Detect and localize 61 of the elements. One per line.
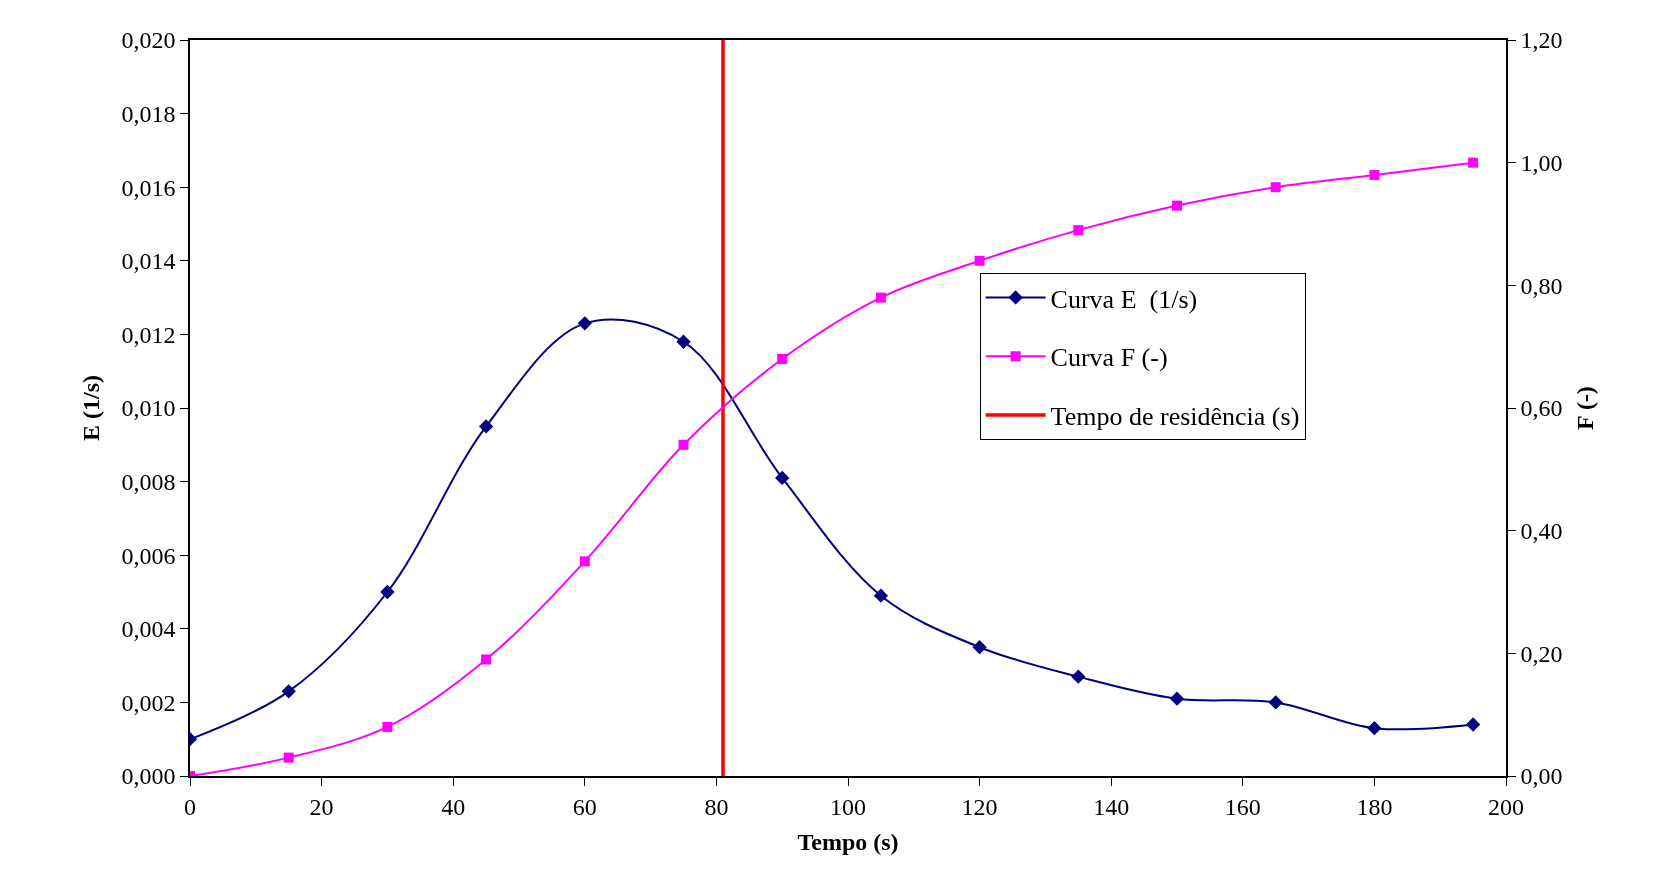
point xyxy=(875,292,886,303)
point xyxy=(1268,695,1283,710)
y2-tick-label: 1,00 xyxy=(1520,150,1563,177)
point xyxy=(481,654,492,665)
point xyxy=(777,353,788,364)
y-tick-label: 0,008 xyxy=(121,469,176,495)
point xyxy=(1465,717,1481,732)
y-tick-label: 0,018 xyxy=(121,101,176,127)
point xyxy=(382,721,393,732)
x-tick-label: 120 xyxy=(961,793,998,820)
x-tick-label: 20 xyxy=(309,793,334,820)
point xyxy=(972,640,987,655)
point xyxy=(1270,182,1281,193)
y-tick-label: 0,012 xyxy=(121,321,176,348)
y-tick-label: 0,016 xyxy=(121,174,176,201)
point xyxy=(577,316,592,331)
y2-tick-label: 0,20 xyxy=(1520,640,1563,667)
point xyxy=(678,439,689,450)
point xyxy=(1367,721,1382,736)
point xyxy=(1172,200,1182,211)
x-tick-label: 60 xyxy=(572,793,597,820)
y-tick-label: 0,006 xyxy=(121,542,176,569)
x-tick-label: 200 xyxy=(1488,793,1524,820)
point xyxy=(873,588,889,603)
x-tick-label: 0 xyxy=(184,793,196,820)
legend-label: Tempo de residência (s) xyxy=(1050,402,1300,432)
point xyxy=(676,334,691,349)
y-tick-label: 0,004 xyxy=(121,616,176,643)
point xyxy=(281,684,296,699)
legend-label: Curva F (-) xyxy=(1050,343,1168,373)
point xyxy=(1169,691,1185,706)
point xyxy=(1071,669,1086,684)
y-tick-label: 0,020 xyxy=(121,27,176,54)
point xyxy=(579,556,590,567)
y2-tick-label: 0,40 xyxy=(1520,518,1563,545)
x-tick-label: 160 xyxy=(1224,793,1261,820)
y2-axis-title: F (-) xyxy=(1572,386,1599,430)
x-tick-label: 180 xyxy=(1356,793,1393,820)
y-tick-label: 0,002 xyxy=(121,689,176,716)
y-tick-label: 0,010 xyxy=(121,395,176,422)
point xyxy=(380,584,395,600)
x-axis-title: Tempo (s) xyxy=(797,829,899,856)
y-axis-title: E (1/s) xyxy=(78,375,105,441)
y2-tick-label: 0,60 xyxy=(1520,395,1563,422)
x-tick-label: 100 xyxy=(830,793,866,820)
point xyxy=(478,419,494,434)
x-tick-label: 40 xyxy=(441,793,466,820)
y2-tick-label: 1,20 xyxy=(1520,27,1563,54)
point xyxy=(1369,169,1380,180)
point xyxy=(974,255,985,266)
x-tick-label: 80 xyxy=(704,793,729,820)
point xyxy=(775,470,790,486)
point xyxy=(1073,225,1084,236)
point xyxy=(283,752,294,763)
legend-label: Curva E (1/s) xyxy=(1050,284,1198,314)
point xyxy=(1468,157,1479,168)
y-tick-label: 0,000 xyxy=(121,763,176,790)
x-tick-label: 140 xyxy=(1093,793,1130,820)
y-tick-label: 0,014 xyxy=(121,248,176,275)
y2-tick-label: 0,00 xyxy=(1520,763,1563,790)
y2-tick-label: 0,80 xyxy=(1520,272,1563,299)
